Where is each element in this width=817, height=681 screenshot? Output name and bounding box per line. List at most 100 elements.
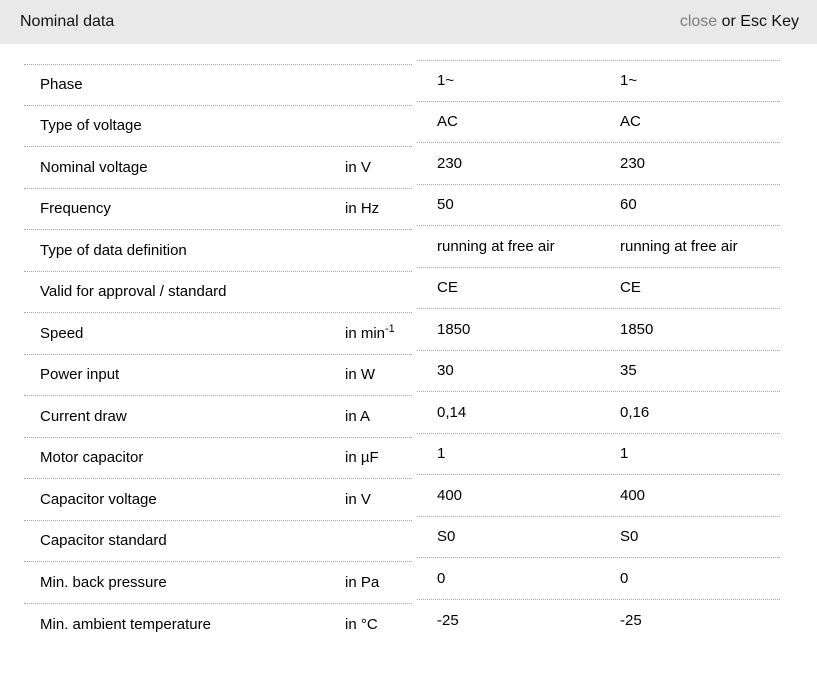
row-value-variant-2: AC	[620, 113, 641, 131]
row-values-cell: -25 -25	[417, 600, 780, 642]
esc-key-hint: or Esc Key	[717, 13, 799, 30]
row-values-cell: AC AC	[417, 102, 780, 143]
header-close-area: close or Esc Key	[680, 13, 799, 31]
row-label: Type of voltage	[40, 117, 142, 135]
row-label: Speed	[40, 324, 84, 342]
row-unit-text: in V	[345, 490, 371, 508]
row-values-cell: CE CE	[417, 268, 780, 309]
table-row: Valid for approval / standard CE CE	[24, 272, 780, 313]
row-label-cell: Valid for approval / standard	[24, 272, 412, 313]
row-label: Min. back pressure	[40, 573, 167, 591]
row-label: Phase	[40, 76, 83, 94]
row-unit: in V	[345, 491, 412, 508]
table-row: Nominal voltage in V 230 230	[24, 147, 780, 189]
row-value-variant-2: 1850	[620, 320, 654, 338]
row-values-cell: 400 400	[417, 475, 780, 517]
row-unit-text: in Pa	[345, 573, 380, 591]
row-unit: in min-1	[345, 322, 412, 342]
row-unit-text: in µF	[345, 449, 379, 467]
row-unit: in °C	[345, 616, 412, 633]
row-unit-text: in Hz	[345, 200, 380, 218]
table-row: Type of voltage AC AC	[24, 106, 780, 147]
dialog-body: Phase 1~ 1~ Type of voltage AC AC Nomina…	[0, 44, 817, 645]
row-value-variant-1: 50	[437, 196, 454, 214]
row-value-variant-1: 1850	[437, 320, 471, 338]
row-value-variant-2: 400	[620, 486, 646, 504]
row-values-cell: 0,14 0,16	[417, 392, 780, 434]
row-unit-superscript: -1	[385, 322, 395, 335]
nominal-data-table: Phase 1~ 1~ Type of voltage AC AC Nomina…	[24, 60, 780, 646]
row-value-variant-1: -25	[437, 611, 459, 629]
close-button[interactable]: close	[679, 13, 718, 30]
row-unit: in Hz	[345, 200, 412, 217]
table-row: Capacitor standard S0 S0	[24, 521, 780, 562]
row-value-variant-1: 30	[437, 362, 454, 380]
row-label-cell: Current draw in A	[24, 396, 412, 438]
row-label-cell: Frequency in Hz	[24, 189, 412, 230]
row-label: Capacitor voltage	[40, 490, 157, 508]
row-values-cell: running at free air running at free air	[417, 226, 780, 268]
row-label-cell: Type of voltage	[24, 106, 412, 147]
row-value-variant-2: 1~	[620, 72, 638, 90]
table-row: Min. ambient temperature in °C -25 -25	[24, 604, 780, 646]
row-unit: in Pa	[345, 574, 412, 591]
dialog-header: Nominal data close or Esc Key	[0, 0, 817, 44]
table-row: Capacitor voltage in V 400 400	[24, 479, 780, 521]
row-value-variant-2: running at free air	[620, 237, 738, 255]
row-label-cell: Min. back pressure in Pa	[24, 562, 412, 604]
row-values-cell: 50 60	[417, 185, 780, 226]
table-row: Min. back pressure in Pa 0 0	[24, 562, 780, 604]
row-value-variant-2: 60	[620, 196, 637, 214]
row-value-variant-1: 230	[437, 154, 463, 172]
row-values-cell: 0 0	[417, 558, 780, 600]
row-value-variant-2: S0	[620, 528, 639, 546]
row-unit: in A	[345, 408, 412, 425]
row-label-cell: Motor capacitor in µF	[24, 438, 412, 479]
row-value-variant-1: 1	[437, 445, 446, 463]
page-title: Nominal data	[20, 13, 115, 30]
row-label-cell: Type of data definition	[24, 230, 412, 272]
row-value-variant-1: 0	[437, 569, 446, 587]
row-value-variant-1: AC	[437, 113, 458, 131]
table-row: Phase 1~ 1~	[24, 60, 780, 106]
row-label-cell: Power input in W	[24, 355, 412, 396]
row-value-variant-1: 400	[437, 486, 463, 504]
row-unit-text: in A	[345, 407, 371, 425]
row-value-variant-1: 0,14	[437, 403, 467, 421]
row-values-cell: 1~ 1~	[417, 60, 780, 102]
row-unit: in V	[345, 159, 412, 176]
row-label-cell: Nominal voltage in V	[24, 147, 412, 189]
row-value-variant-2: 1	[620, 445, 629, 463]
row-unit-text: in W	[345, 366, 375, 384]
row-value-variant-1: running at free air	[437, 237, 555, 255]
row-values-cell: 30 35	[417, 351, 780, 392]
row-value-variant-2: CE	[620, 279, 641, 297]
table-row: Type of data definition running at free …	[24, 230, 780, 272]
row-label-cell: Min. ambient temperature in °C	[24, 604, 412, 646]
row-label-cell: Capacitor voltage in V	[24, 479, 412, 521]
row-value-variant-2: 0,16	[620, 403, 650, 421]
row-unit-text: in V	[345, 158, 371, 176]
row-value-variant-2: -25	[620, 611, 642, 629]
row-values-cell: 1 1	[417, 434, 780, 475]
row-label: Type of data definition	[40, 241, 187, 259]
row-label-cell: Phase	[24, 64, 412, 106]
row-label: Min. ambient temperature	[40, 615, 211, 633]
row-value-variant-1: S0	[437, 528, 456, 546]
row-unit-text: in min	[345, 324, 386, 342]
table-row: Motor capacitor in µF 1 1	[24, 438, 780, 479]
row-label: Power input	[40, 366, 120, 384]
row-label-cell: Speed in min-1	[24, 313, 412, 355]
row-values-cell: 1850 1850	[417, 309, 780, 351]
table-row: Current draw in A 0,14 0,16	[24, 396, 780, 438]
row-values-cell: S0 S0	[417, 517, 780, 558]
row-label: Capacitor standard	[40, 532, 167, 550]
row-unit: in µF	[345, 449, 412, 466]
row-unit-text: in °C	[345, 615, 378, 633]
row-unit: in W	[345, 366, 412, 383]
table-row: Power input in W 30 35	[24, 355, 780, 396]
row-value-variant-2: 35	[620, 362, 637, 380]
table-row: Speed in min-1 1850 1850	[24, 313, 780, 355]
row-label-cell: Capacitor standard	[24, 521, 412, 562]
row-label: Current draw	[40, 407, 127, 425]
